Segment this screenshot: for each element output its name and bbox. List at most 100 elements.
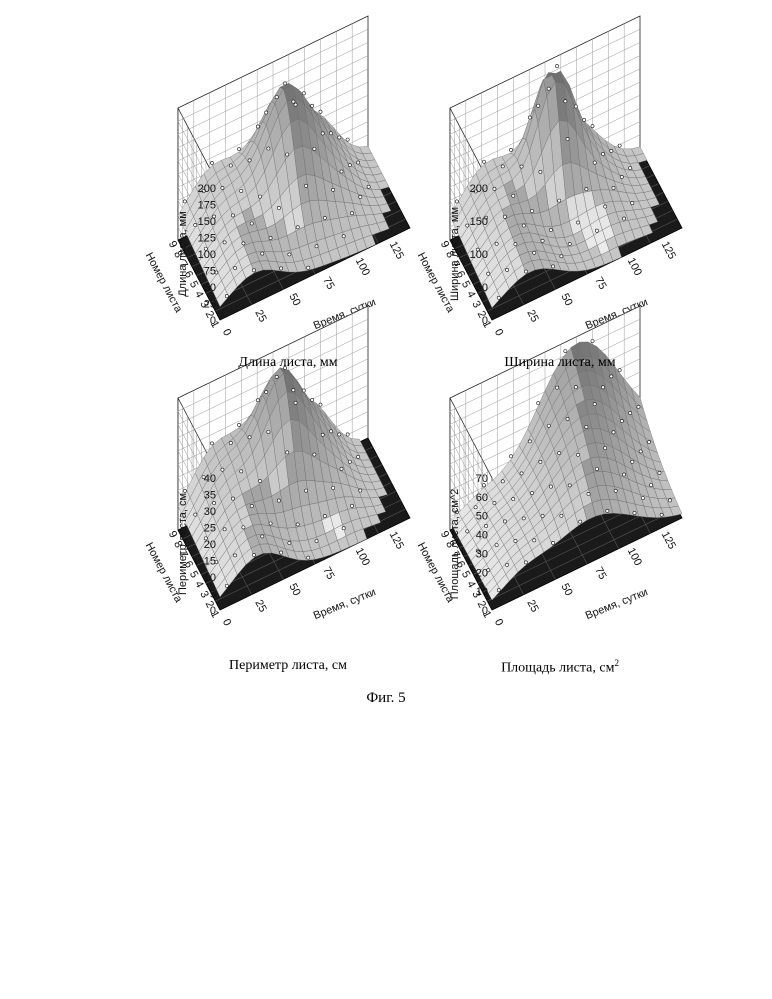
data-point (194, 223, 197, 226)
x-axis-title: Время, сутки (584, 586, 650, 622)
data-point (520, 165, 523, 168)
x-tick-label: 75 (320, 565, 336, 581)
data-point (240, 470, 243, 473)
data-point (549, 228, 552, 231)
data-point (551, 265, 554, 268)
data-point (487, 272, 490, 275)
caption-leaf-area-sup: 2 (614, 658, 619, 668)
data-point (321, 433, 324, 436)
data-point (294, 401, 297, 404)
x-tick-label: 75 (320, 275, 336, 291)
data-point (629, 411, 632, 414)
data-point (495, 543, 498, 546)
data-point (564, 100, 567, 103)
data-point (610, 375, 613, 378)
data-point (315, 245, 318, 248)
data-point (256, 399, 259, 402)
data-point (530, 491, 533, 494)
data-point (512, 194, 515, 197)
data-point (248, 159, 251, 162)
data-point (279, 267, 282, 270)
data-point (296, 226, 299, 229)
data-point (357, 455, 360, 458)
data-point (223, 528, 226, 531)
data-point (321, 132, 324, 135)
data-point (601, 386, 604, 389)
data-point (194, 513, 197, 516)
x-tick-label: 50 (286, 582, 302, 598)
data-point (631, 460, 634, 463)
z-tick-label: 200 (470, 183, 488, 195)
data-point (501, 165, 504, 168)
data-point (551, 541, 554, 544)
data-point (506, 268, 509, 271)
data-point (225, 295, 228, 298)
x-tick-label: 100 (353, 546, 372, 568)
data-point (514, 243, 517, 246)
data-point (576, 453, 579, 456)
z-tick-label: 200 (198, 183, 216, 195)
z-tick-label: 25 (204, 523, 216, 535)
data-point (547, 424, 550, 427)
data-point (286, 451, 289, 454)
data-point (231, 497, 234, 500)
x-axis-title: Время, сутки (312, 586, 378, 622)
data-point (210, 161, 213, 164)
chart-leaf-length: 0255075100125150175200Длина листа, мм123… (138, 88, 438, 363)
data-point (223, 241, 226, 244)
data-point (231, 214, 234, 217)
data-point (497, 296, 500, 299)
data-point (311, 104, 314, 107)
y-tick-label: 4 (464, 289, 477, 300)
z-tick-label: 40 (204, 473, 216, 485)
data-point (313, 453, 316, 456)
z-tick-label: 10 (204, 572, 216, 584)
x-tick-label: 125 (659, 240, 678, 262)
chart-leaf-width-svg: 050100150200Ширина листа, мм123456789Ном… (410, 88, 710, 363)
data-point (501, 480, 504, 483)
data-point (367, 185, 370, 188)
data-point (612, 431, 615, 434)
x-tick-label: 125 (659, 530, 678, 552)
x-tick-label: 125 (387, 240, 406, 262)
data-point (574, 386, 577, 389)
data-point (350, 212, 353, 215)
data-point (604, 447, 607, 450)
data-point (576, 221, 579, 224)
data-point (225, 584, 228, 587)
data-point (493, 501, 496, 504)
z-tick-label: 60 (476, 492, 488, 504)
data-point (323, 216, 326, 219)
data-point (210, 442, 213, 445)
data-point (221, 468, 224, 471)
x-tick-label: 0 (492, 617, 505, 628)
data-point (332, 486, 335, 489)
z-tick-label: 50 (204, 282, 216, 294)
data-point (348, 460, 351, 463)
data-point (493, 187, 496, 190)
data-point (304, 184, 307, 187)
data-point (340, 467, 343, 470)
data-point (283, 82, 286, 85)
data-point (564, 350, 567, 353)
data-point (455, 200, 458, 203)
data-point (269, 236, 272, 239)
caption-leaf-perimeter-text: Периметр листа, см (229, 658, 347, 673)
z-tick-label: 100 (198, 249, 216, 261)
caption-leaf-width-text: Ширина листа, мм (504, 355, 615, 370)
data-point (591, 339, 594, 342)
data-point (668, 499, 671, 502)
data-point (302, 389, 305, 392)
data-point (558, 452, 561, 455)
data-point (340, 170, 343, 173)
data-point (242, 526, 245, 529)
data-point (258, 195, 261, 198)
data-point (604, 205, 607, 208)
data-point (183, 200, 186, 203)
caption-leaf-width: Ширина листа, мм (450, 355, 670, 371)
z-tick-label: 15 (204, 556, 216, 568)
caption-leaf-area-text: Площадь листа, см (501, 661, 614, 676)
data-point (583, 118, 586, 121)
data-point (485, 524, 488, 527)
x-tick-label: 75 (592, 565, 608, 581)
